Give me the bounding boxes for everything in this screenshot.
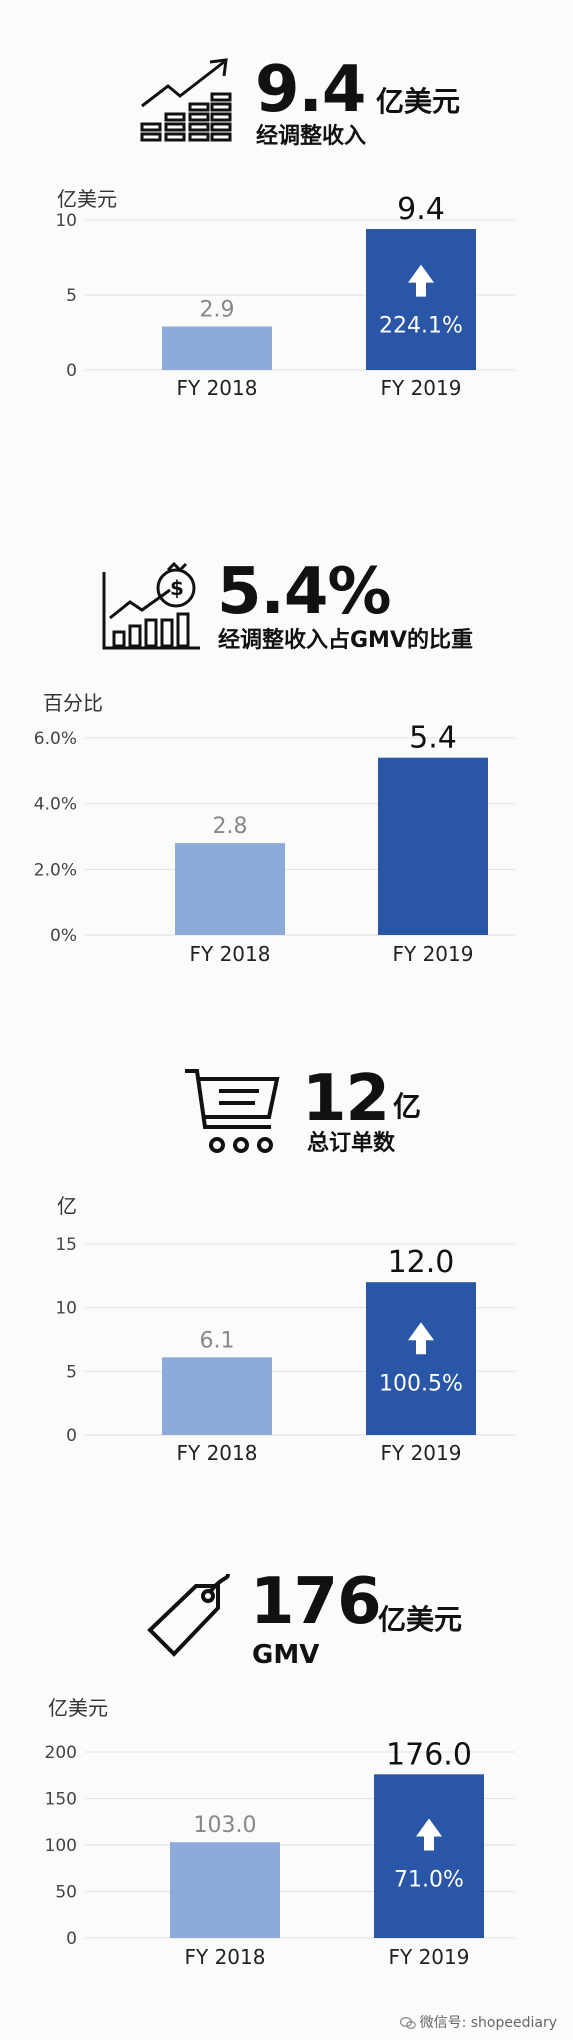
x-category-label: FY 2019: [389, 1945, 470, 1969]
x-category-label: FY 2019: [393, 942, 474, 966]
svg-text:$: $: [170, 576, 184, 600]
y-tick-label: 4.0%: [34, 795, 77, 815]
bar: [170, 1842, 280, 1938]
bar: [162, 326, 272, 370]
chart-2: 百分比 0% 2.0% 4.0% 6.0% 2.8 FY 2018 5.4 FY 2019: [0, 683, 573, 983]
y-tick-label: 15: [55, 1235, 77, 1255]
y-tick-label: 10: [55, 1299, 77, 1319]
bar: [366, 229, 476, 370]
big-unit: 亿: [393, 1090, 422, 1123]
hero-subtitle: GMV: [252, 1640, 320, 1670]
y-tick-label: 50: [55, 1883, 77, 1903]
watermark: 微信号: shopeediary: [399, 2012, 557, 2032]
x-category-label: FY 2018: [185, 1945, 266, 1969]
y-tick-label: 0: [66, 1929, 77, 1949]
hero-subtitle: 经调整收入占GMV的比重: [218, 628, 473, 653]
bar-chart-svg: 0 5 10 15 6.1 FY 2018 12.0 FY 2019 100.5%: [55, 1235, 515, 1465]
x-category-label: FY 2018: [177, 1441, 258, 1465]
hero-section-1: 9.4 亿美元 经调整收入: [0, 40, 573, 150]
y-tick-label: 100: [45, 1836, 77, 1856]
shopping-cart-icon: [183, 1065, 281, 1165]
x-category-label: FY 2019: [381, 376, 462, 400]
y-tick-label: 5: [66, 1362, 77, 1382]
bar-chart-svg: 0 5 10 2.9 FY 2018 9.4 FY 2019 224.1%: [55, 192, 515, 400]
value-label: 12.0: [388, 1245, 455, 1280]
y-tick-label: 0: [66, 361, 77, 381]
growth-arrow-icon: [416, 1818, 442, 1851]
growth-arrow-icon: [408, 1322, 434, 1355]
hero-section-4: 176 亿美元 GMV: [0, 1562, 573, 1672]
y-tick-label: 0%: [50, 926, 77, 946]
x-category-label: FY 2018: [177, 376, 258, 400]
hero-subtitle: 经调整收入: [256, 124, 367, 149]
x-category-label: FY 2019: [381, 1441, 462, 1465]
growth-label: 71.0%: [394, 1868, 464, 1893]
y-axis-unit-label: 亿美元: [57, 187, 117, 211]
bar-chart-svg: 0 50 100 150 200 103.0 FY 2018 176.0 FY 2019 71.0…: [45, 1737, 515, 1969]
growth-bars-icon: [140, 56, 232, 148]
y-tick-label: 6.0%: [34, 729, 77, 749]
price-tag-icon: [136, 1572, 232, 1672]
y-tick-label: 150: [45, 1790, 77, 1810]
x-category-label: FY 2018: [190, 942, 271, 966]
bar: [366, 1282, 476, 1435]
big-number: 5.4%: [217, 555, 391, 629]
watermark-text: 微信号: shopeediary: [419, 2015, 557, 2031]
big-number: 9.4: [255, 53, 366, 127]
big-unit: 亿美元: [378, 1603, 463, 1636]
hero-subtitle: 总订单数: [307, 1131, 396, 1156]
chart-1: 亿美元 0 5 10 2.9 FY 2018 9.4 FY 2019 224.1%: [0, 180, 573, 480]
y-tick-label: 0: [66, 1426, 77, 1446]
bar: [378, 757, 488, 935]
bar-chart-svg: 0% 2.0% 4.0% 6.0% 2.8 FY 2018 5.4 FY 2019: [34, 721, 515, 966]
hero-section-2: $ 5.4% 经调整收入占GMV的比重: [0, 548, 573, 658]
money-bag-chart-icon: $: [100, 561, 202, 656]
growth-label: 100.5%: [379, 1371, 463, 1396]
growth-label: 224.1%: [379, 314, 463, 339]
y-tick-label: 200: [45, 1743, 77, 1763]
bar: [162, 1357, 272, 1435]
y-axis-unit-label: 亿: [57, 1194, 77, 1218]
y-axis-unit-label: 百分比: [43, 691, 103, 715]
y-tick-label: 2.0%: [34, 860, 77, 880]
y-tick-label: 5: [66, 286, 77, 306]
big-number: 12: [302, 1062, 390, 1136]
value-label: 5.4: [409, 721, 457, 756]
growth-arrow-icon: [408, 264, 434, 297]
y-axis-unit-label: 亿美元: [48, 1696, 108, 1720]
chart-4: 亿美元 0 50 100 150 200 103.0 FY 2018 176.0 FY 2019…: [0, 1690, 573, 2000]
wechat-icon: [399, 2017, 416, 2030]
big-unit: 亿美元: [376, 85, 461, 118]
chart-3: 亿 0 5 10 15 6.1 FY 2018 12.0 FY 2019 100.5%: [0, 1190, 573, 1490]
value-label: 2.8: [213, 814, 248, 839]
value-label: 176.0: [386, 1737, 472, 1772]
hero-section-3: 12 亿 总订单数: [0, 1055, 573, 1165]
value-label: 9.4: [397, 192, 445, 227]
bar: [374, 1774, 484, 1938]
big-number: 176: [250, 1565, 382, 1639]
value-label: 2.9: [200, 298, 235, 323]
bar: [175, 843, 285, 935]
y-tick-label: 10: [55, 211, 77, 231]
value-label: 103.0: [194, 1813, 257, 1838]
value-label: 6.1: [200, 1328, 235, 1353]
